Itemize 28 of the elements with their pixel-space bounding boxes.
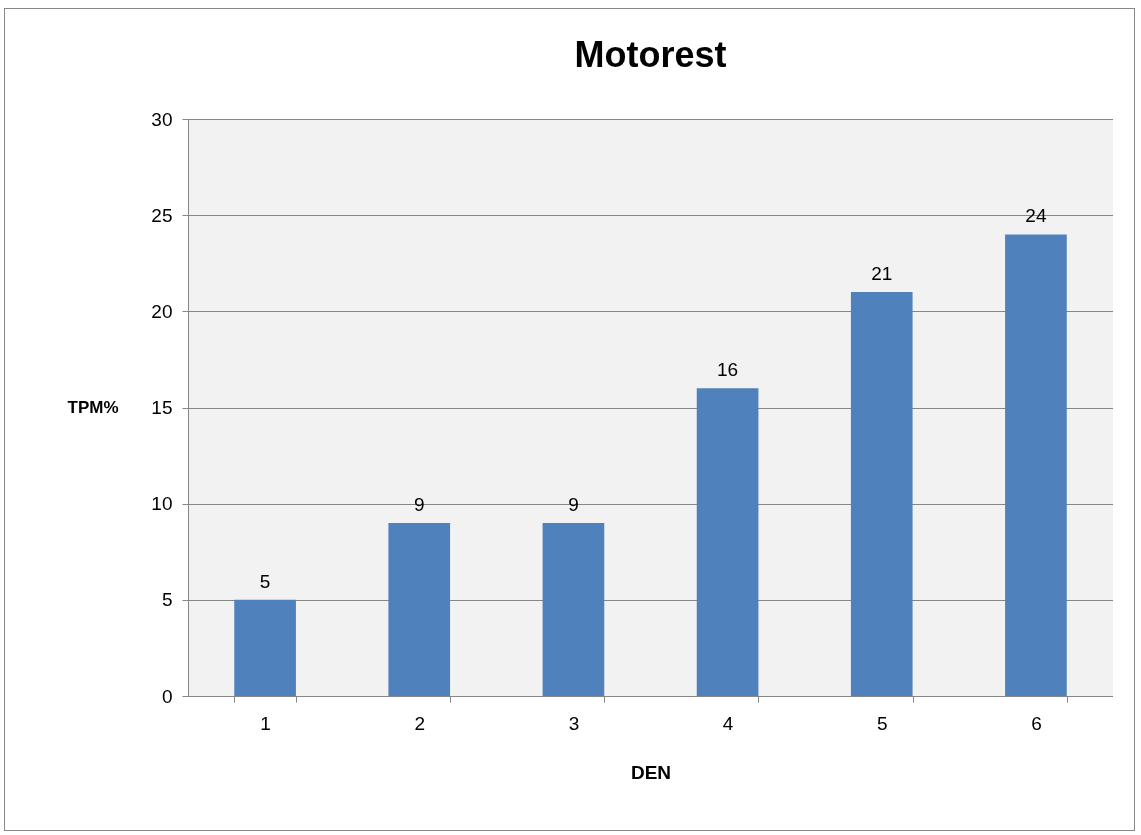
bar [234, 599, 296, 696]
data-label: 24 [1025, 205, 1047, 227]
data-label: 21 [871, 263, 893, 285]
x-tick-label: 3 [568, 712, 580, 734]
y-tick-label: 20 [151, 300, 173, 322]
x-tick-label: 5 [876, 712, 888, 734]
y-axis-title: TPM% [67, 397, 119, 417]
data-label: 16 [717, 359, 739, 381]
bar [1005, 234, 1067, 696]
bar [850, 292, 913, 696]
bar [388, 522, 451, 696]
data-label: 5 [259, 570, 271, 592]
data-label: 9 [568, 493, 579, 515]
x-tick-label: 2 [414, 712, 426, 734]
y-tick-label: 5 [161, 589, 173, 611]
y-tick-label: 15 [151, 397, 173, 418]
y-tick-label: 0 [161, 685, 173, 707]
x-tick-label: 1 [260, 712, 271, 734]
x-tick-label: 4 [722, 712, 734, 734]
y-tick-label: 10 [151, 493, 173, 515]
y-tick-label: 25 [151, 204, 173, 226]
x-tick-label: 6 [1031, 712, 1042, 734]
chart-title: Motorest [574, 34, 727, 75]
bar [696, 388, 759, 696]
data-label: 9 [413, 493, 425, 515]
bar [542, 522, 605, 696]
y-tick-label: 30 [151, 108, 173, 130]
x-axis-title: DEN [630, 761, 672, 783]
